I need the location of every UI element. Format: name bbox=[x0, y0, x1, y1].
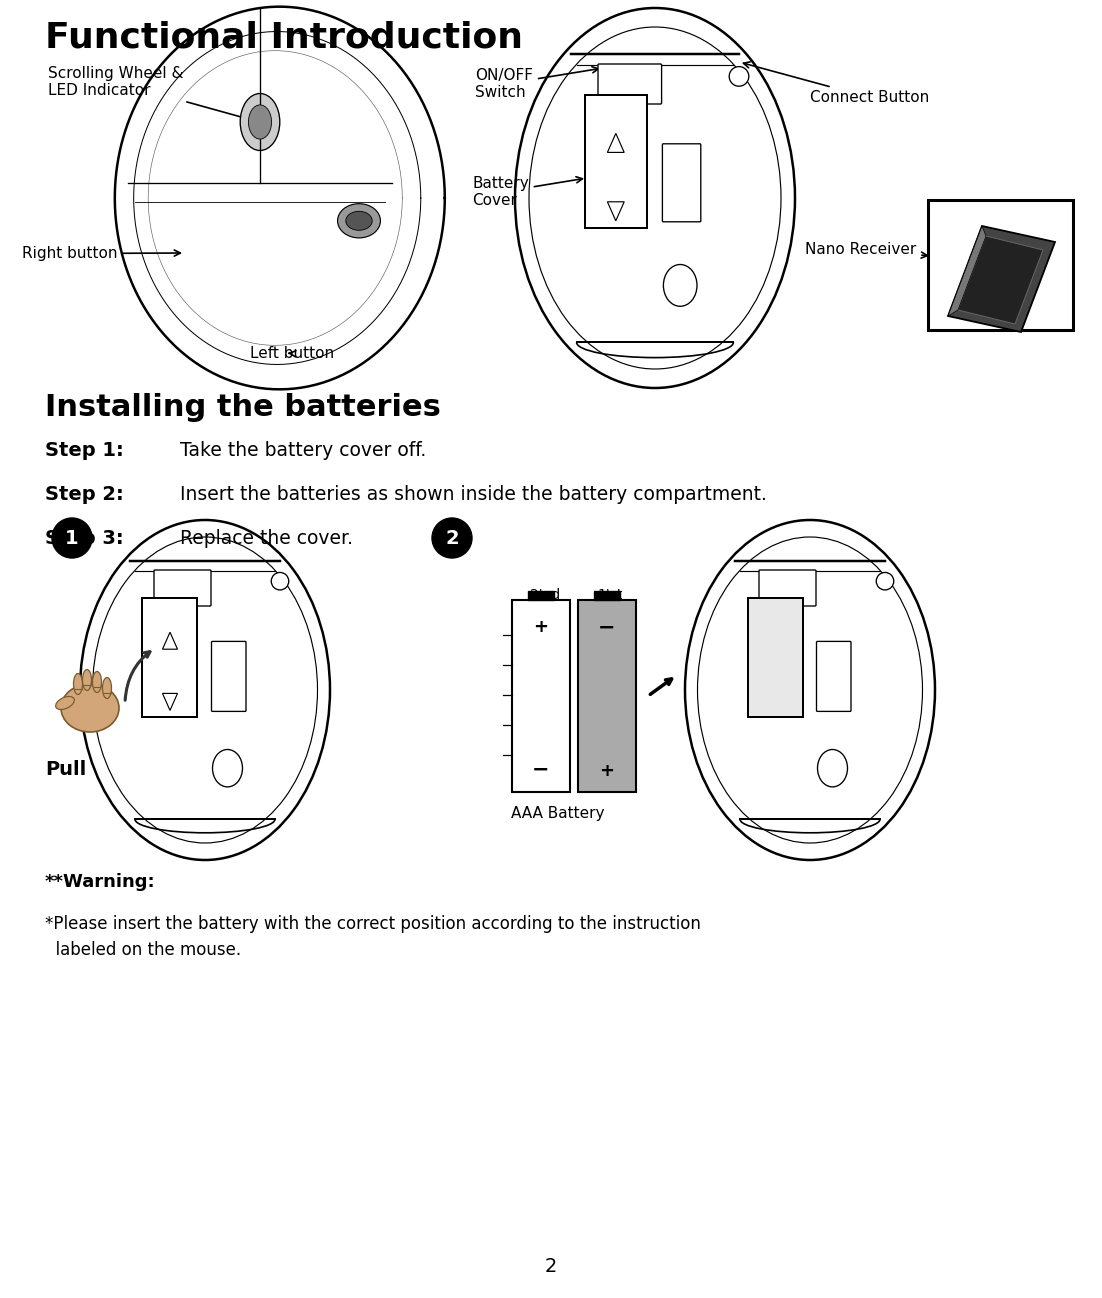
Ellipse shape bbox=[346, 212, 372, 230]
FancyBboxPatch shape bbox=[212, 641, 246, 711]
Text: Insert the batteries as shown inside the battery compartment.: Insert the batteries as shown inside the… bbox=[180, 485, 767, 504]
Ellipse shape bbox=[55, 697, 74, 710]
Text: Right button: Right button bbox=[22, 247, 181, 261]
Ellipse shape bbox=[685, 520, 934, 861]
Ellipse shape bbox=[240, 93, 280, 151]
Text: **Warning:: **Warning: bbox=[45, 874, 155, 890]
Polygon shape bbox=[948, 226, 986, 315]
Bar bbox=[747, 598, 802, 718]
Ellipse shape bbox=[248, 105, 271, 139]
Circle shape bbox=[52, 518, 91, 558]
Circle shape bbox=[876, 572, 894, 591]
Text: −: − bbox=[598, 618, 616, 639]
Text: Step 1:: Step 1: bbox=[45, 441, 123, 459]
Text: Pull: Pull bbox=[45, 761, 86, 779]
Text: 2: 2 bbox=[445, 528, 458, 548]
Circle shape bbox=[432, 518, 472, 558]
Ellipse shape bbox=[74, 674, 83, 694]
Bar bbox=[512, 600, 570, 792]
Text: Replace the cover.: Replace the cover. bbox=[180, 530, 353, 548]
Ellipse shape bbox=[83, 670, 91, 691]
Text: 2: 2 bbox=[544, 1256, 558, 1276]
Bar bbox=[142, 598, 197, 718]
FancyBboxPatch shape bbox=[662, 144, 701, 222]
Text: Battery
Cover: Battery Cover bbox=[472, 177, 583, 209]
Text: 2'nd: 2'nd bbox=[530, 588, 560, 602]
FancyBboxPatch shape bbox=[598, 64, 661, 104]
Ellipse shape bbox=[818, 749, 847, 787]
Polygon shape bbox=[958, 236, 1042, 324]
Text: Functional Introduction: Functional Introduction bbox=[45, 19, 523, 55]
Ellipse shape bbox=[213, 749, 242, 787]
Text: Scrolling Wheel &
LED Indicator: Scrolling Wheel & LED Indicator bbox=[48, 66, 248, 121]
Circle shape bbox=[730, 66, 748, 86]
Text: Connect Button: Connect Button bbox=[744, 62, 929, 105]
Polygon shape bbox=[948, 226, 1055, 332]
Text: Step 3:: Step 3: bbox=[45, 530, 123, 548]
Text: +: + bbox=[599, 762, 615, 780]
Ellipse shape bbox=[80, 520, 329, 861]
Text: 1: 1 bbox=[65, 528, 79, 548]
Text: −: − bbox=[532, 761, 550, 780]
FancyBboxPatch shape bbox=[154, 570, 210, 606]
Ellipse shape bbox=[663, 265, 696, 306]
FancyBboxPatch shape bbox=[817, 641, 851, 711]
Polygon shape bbox=[115, 6, 445, 389]
FancyBboxPatch shape bbox=[759, 570, 815, 606]
Ellipse shape bbox=[61, 684, 119, 732]
Text: Step 2:: Step 2: bbox=[45, 485, 123, 504]
Bar bbox=[528, 591, 554, 600]
Ellipse shape bbox=[93, 671, 101, 693]
Text: Nano Receiver: Nano Receiver bbox=[804, 243, 928, 258]
Bar bbox=[579, 600, 636, 792]
Bar bbox=[585, 95, 647, 228]
Ellipse shape bbox=[102, 678, 111, 698]
Text: 1'st: 1'st bbox=[597, 588, 623, 602]
Text: *Please insert the battery with the correct position according to the instructio: *Please insert the battery with the corr… bbox=[45, 915, 701, 959]
Ellipse shape bbox=[337, 204, 380, 238]
Text: AAA Battery: AAA Battery bbox=[511, 806, 605, 822]
Text: Installing the batteries: Installing the batteries bbox=[45, 393, 441, 422]
Ellipse shape bbox=[515, 8, 795, 388]
Text: +: + bbox=[533, 618, 549, 636]
Circle shape bbox=[271, 572, 289, 591]
Bar bbox=[928, 200, 1073, 330]
Text: ON/OFF
Switch: ON/OFF Switch bbox=[475, 66, 598, 100]
Text: Take the battery cover off.: Take the battery cover off. bbox=[180, 441, 426, 459]
Text: Left button: Left button bbox=[250, 347, 334, 361]
Bar bbox=[594, 591, 620, 600]
